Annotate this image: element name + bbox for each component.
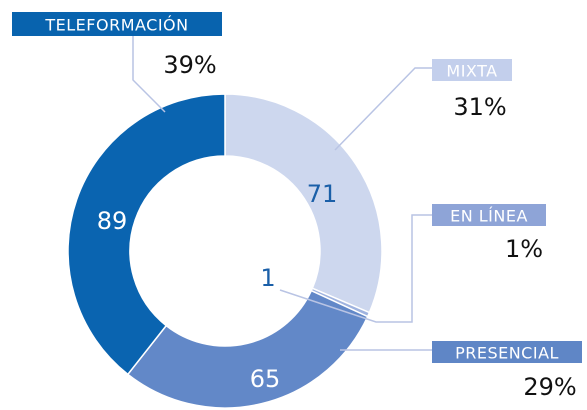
slice-value-label: 1: [260, 264, 275, 292]
category-label: TELEFORMACIÓN: [44, 16, 188, 35]
donut-slice: [126, 289, 369, 409]
leader-line: [334, 67, 432, 151]
slice-value-label: 65: [250, 365, 281, 393]
category-label: MIXTA: [446, 62, 497, 81]
slice-value-label: 71: [307, 180, 338, 208]
category-label-box: [432, 341, 582, 363]
category-label-box: [432, 59, 512, 81]
category-label-box: [432, 204, 546, 226]
category-label: PRESENCIAL: [455, 344, 559, 363]
leader-line: [132, 36, 166, 113]
category-label: EN LÍNEA: [450, 207, 528, 226]
leader-line: [279, 214, 432, 323]
percent-label: 39%: [163, 51, 216, 79]
percent-label: 31%: [453, 93, 506, 121]
percent-label: 1%: [505, 235, 543, 263]
percent-label: 29%: [523, 373, 576, 401]
category-label-box: [12, 12, 222, 36]
donut-slice: [67, 93, 226, 376]
slice-value-label: 89: [97, 207, 128, 235]
donut-slice: [224, 93, 383, 314]
